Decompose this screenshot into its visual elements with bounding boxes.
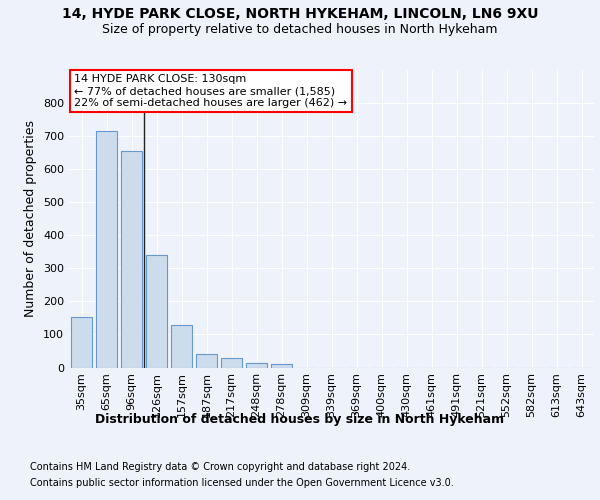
Bar — [221, 358, 242, 368]
Text: Distribution of detached houses by size in North Hykeham: Distribution of detached houses by size … — [95, 412, 505, 426]
Text: Size of property relative to detached houses in North Hykeham: Size of property relative to detached ho… — [102, 22, 498, 36]
Bar — [171, 324, 192, 368]
Text: Contains HM Land Registry data © Crown copyright and database right 2024.: Contains HM Land Registry data © Crown c… — [30, 462, 410, 472]
Bar — [246, 363, 267, 368]
Text: Contains public sector information licensed under the Open Government Licence v3: Contains public sector information licen… — [30, 478, 454, 488]
Bar — [121, 151, 142, 368]
Text: 14 HYDE PARK CLOSE: 130sqm
← 77% of detached houses are smaller (1,585)
22% of s: 14 HYDE PARK CLOSE: 130sqm ← 77% of deta… — [74, 74, 347, 108]
Bar — [71, 318, 92, 368]
Y-axis label: Number of detached properties: Number of detached properties — [25, 120, 37, 318]
Bar — [96, 131, 117, 368]
Bar — [146, 255, 167, 368]
Text: 14, HYDE PARK CLOSE, NORTH HYKEHAM, LINCOLN, LN6 9XU: 14, HYDE PARK CLOSE, NORTH HYKEHAM, LINC… — [62, 8, 538, 22]
Bar — [196, 354, 217, 368]
Bar — [271, 364, 292, 368]
